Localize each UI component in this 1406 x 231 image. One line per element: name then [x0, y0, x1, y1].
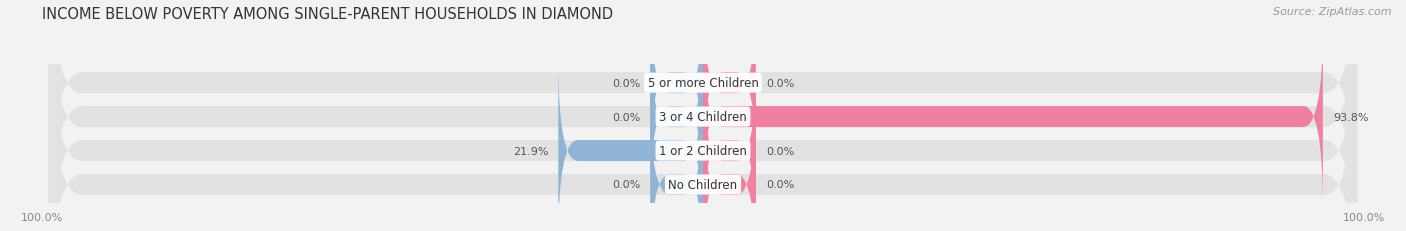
- Text: Source: ZipAtlas.com: Source: ZipAtlas.com: [1274, 7, 1392, 17]
- FancyBboxPatch shape: [558, 60, 703, 231]
- FancyBboxPatch shape: [49, 0, 1357, 231]
- Text: No Children: No Children: [668, 178, 738, 191]
- Text: 0.0%: 0.0%: [766, 180, 794, 190]
- Text: 21.9%: 21.9%: [513, 146, 548, 156]
- FancyBboxPatch shape: [650, 0, 703, 174]
- FancyBboxPatch shape: [49, 0, 1357, 231]
- FancyBboxPatch shape: [650, 94, 703, 231]
- Text: 100.0%: 100.0%: [21, 212, 63, 222]
- Text: 0.0%: 0.0%: [766, 78, 794, 88]
- Text: 5 or more Children: 5 or more Children: [648, 77, 758, 90]
- Text: INCOME BELOW POVERTY AMONG SINGLE-PARENT HOUSEHOLDS IN DIAMOND: INCOME BELOW POVERTY AMONG SINGLE-PARENT…: [42, 7, 613, 22]
- Text: 100.0%: 100.0%: [1343, 212, 1385, 222]
- FancyBboxPatch shape: [49, 0, 1357, 231]
- FancyBboxPatch shape: [703, 60, 756, 231]
- FancyBboxPatch shape: [703, 0, 756, 174]
- Text: 1 or 2 Children: 1 or 2 Children: [659, 144, 747, 157]
- Text: 0.0%: 0.0%: [766, 146, 794, 156]
- Text: 0.0%: 0.0%: [612, 112, 640, 122]
- FancyBboxPatch shape: [703, 94, 756, 231]
- Text: 93.8%: 93.8%: [1333, 112, 1368, 122]
- Text: 0.0%: 0.0%: [612, 78, 640, 88]
- Text: 3 or 4 Children: 3 or 4 Children: [659, 111, 747, 124]
- Text: 0.0%: 0.0%: [612, 180, 640, 190]
- FancyBboxPatch shape: [703, 26, 1323, 208]
- FancyBboxPatch shape: [650, 26, 703, 208]
- FancyBboxPatch shape: [49, 26, 1357, 231]
